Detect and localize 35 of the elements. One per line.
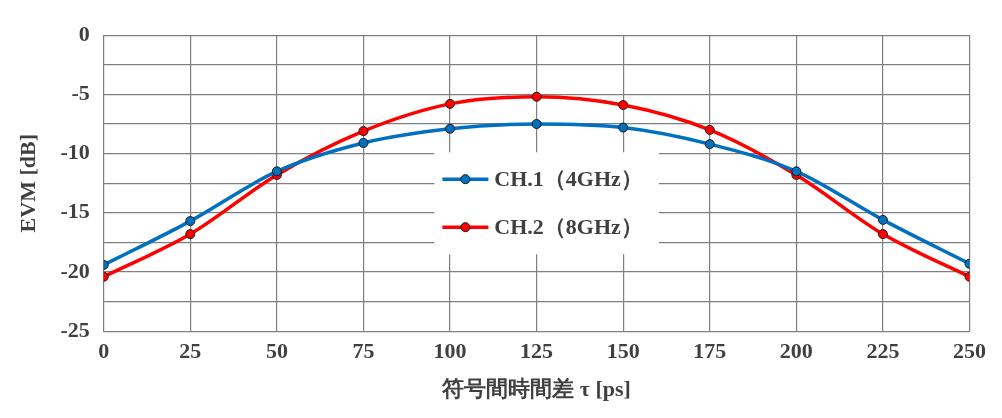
point <box>185 216 196 227</box>
point <box>358 126 369 137</box>
y-tick-label: -25 <box>60 316 90 342</box>
x-tick-label: 100 <box>433 338 467 364</box>
x-tick-label: 175 <box>693 338 727 364</box>
y-axis-title: EVM [dB] <box>14 134 40 233</box>
point <box>704 139 715 150</box>
y-tick-label: 0 <box>78 20 90 46</box>
point <box>877 229 888 240</box>
point <box>531 119 542 129</box>
point <box>445 123 456 134</box>
legend-label: CH.1（4GHz） <box>494 165 643 191</box>
x-axis-title: 符号間時間差 τ [ps] <box>441 376 631 402</box>
x-tick-label: 50 <box>265 338 288 364</box>
point <box>445 98 456 109</box>
point <box>618 122 629 133</box>
point <box>358 137 369 148</box>
x-tick-label: 25 <box>179 338 202 364</box>
x-tick-label: 250 <box>953 338 986 364</box>
point <box>185 229 196 240</box>
y-tick-label: -5 <box>71 80 90 106</box>
legend-label: CH.2（8GHz） <box>494 213 643 239</box>
x-tick-label: 125 <box>520 338 554 364</box>
y-tick-label: -15 <box>60 198 90 224</box>
point <box>618 100 629 111</box>
x-tick-label: 150 <box>606 338 640 364</box>
x-tick-label: 200 <box>779 338 813 364</box>
point <box>531 91 542 102</box>
point <box>704 124 715 135</box>
x-tick-label: 225 <box>866 338 900 364</box>
y-tick-label: -10 <box>60 139 90 165</box>
point <box>877 214 888 225</box>
y-tick-label: -20 <box>60 257 90 283</box>
x-tick-label: 75 <box>352 338 375 364</box>
x-tick-label: 0 <box>98 338 110 364</box>
